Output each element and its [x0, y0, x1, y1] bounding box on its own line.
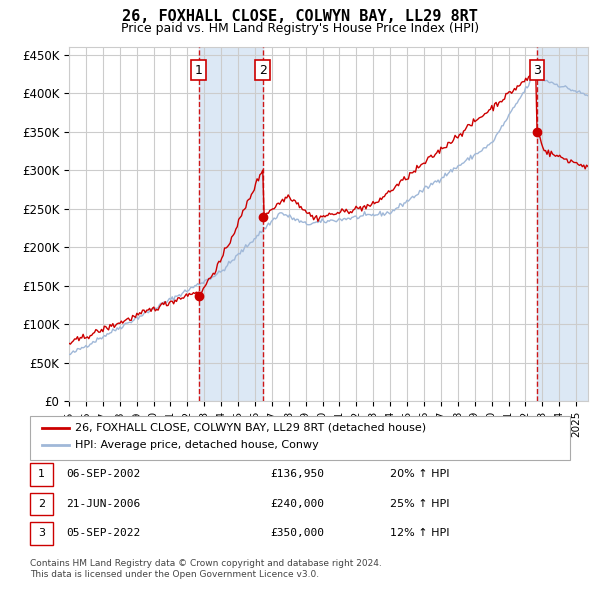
Text: 2: 2	[38, 499, 45, 509]
Text: 26, FOXHALL CLOSE, COLWYN BAY, LL29 8RT (detached house): 26, FOXHALL CLOSE, COLWYN BAY, LL29 8RT …	[75, 423, 426, 432]
Text: 26, FOXHALL CLOSE, COLWYN BAY, LL29 8RT: 26, FOXHALL CLOSE, COLWYN BAY, LL29 8RT	[122, 9, 478, 24]
Text: Contains HM Land Registry data © Crown copyright and database right 2024.: Contains HM Land Registry data © Crown c…	[30, 559, 382, 568]
Text: 20% ↑ HPI: 20% ↑ HPI	[390, 470, 449, 479]
Text: 06-SEP-2002: 06-SEP-2002	[66, 470, 140, 479]
Bar	[537, 47, 588, 401]
Text: This data is licensed under the Open Government Licence v3.0.: This data is licensed under the Open Gov…	[30, 571, 319, 579]
Text: £240,000: £240,000	[270, 499, 324, 509]
Text: 21-JUN-2006: 21-JUN-2006	[66, 499, 140, 509]
Text: 12% ↑ HPI: 12% ↑ HPI	[390, 529, 449, 538]
Text: 3: 3	[38, 529, 45, 538]
Text: £136,950: £136,950	[270, 470, 324, 479]
Text: 25% ↑ HPI: 25% ↑ HPI	[390, 499, 449, 509]
Text: 05-SEP-2022: 05-SEP-2022	[66, 529, 140, 538]
Bar	[199, 47, 263, 401]
Text: Price paid vs. HM Land Registry's House Price Index (HPI): Price paid vs. HM Land Registry's House …	[121, 22, 479, 35]
Text: HPI: Average price, detached house, Conwy: HPI: Average price, detached house, Conw…	[75, 441, 319, 450]
Text: 1: 1	[195, 64, 203, 77]
Text: 1: 1	[38, 470, 45, 479]
Text: £350,000: £350,000	[270, 529, 324, 538]
Text: 3: 3	[533, 64, 541, 77]
Text: 2: 2	[259, 64, 267, 77]
